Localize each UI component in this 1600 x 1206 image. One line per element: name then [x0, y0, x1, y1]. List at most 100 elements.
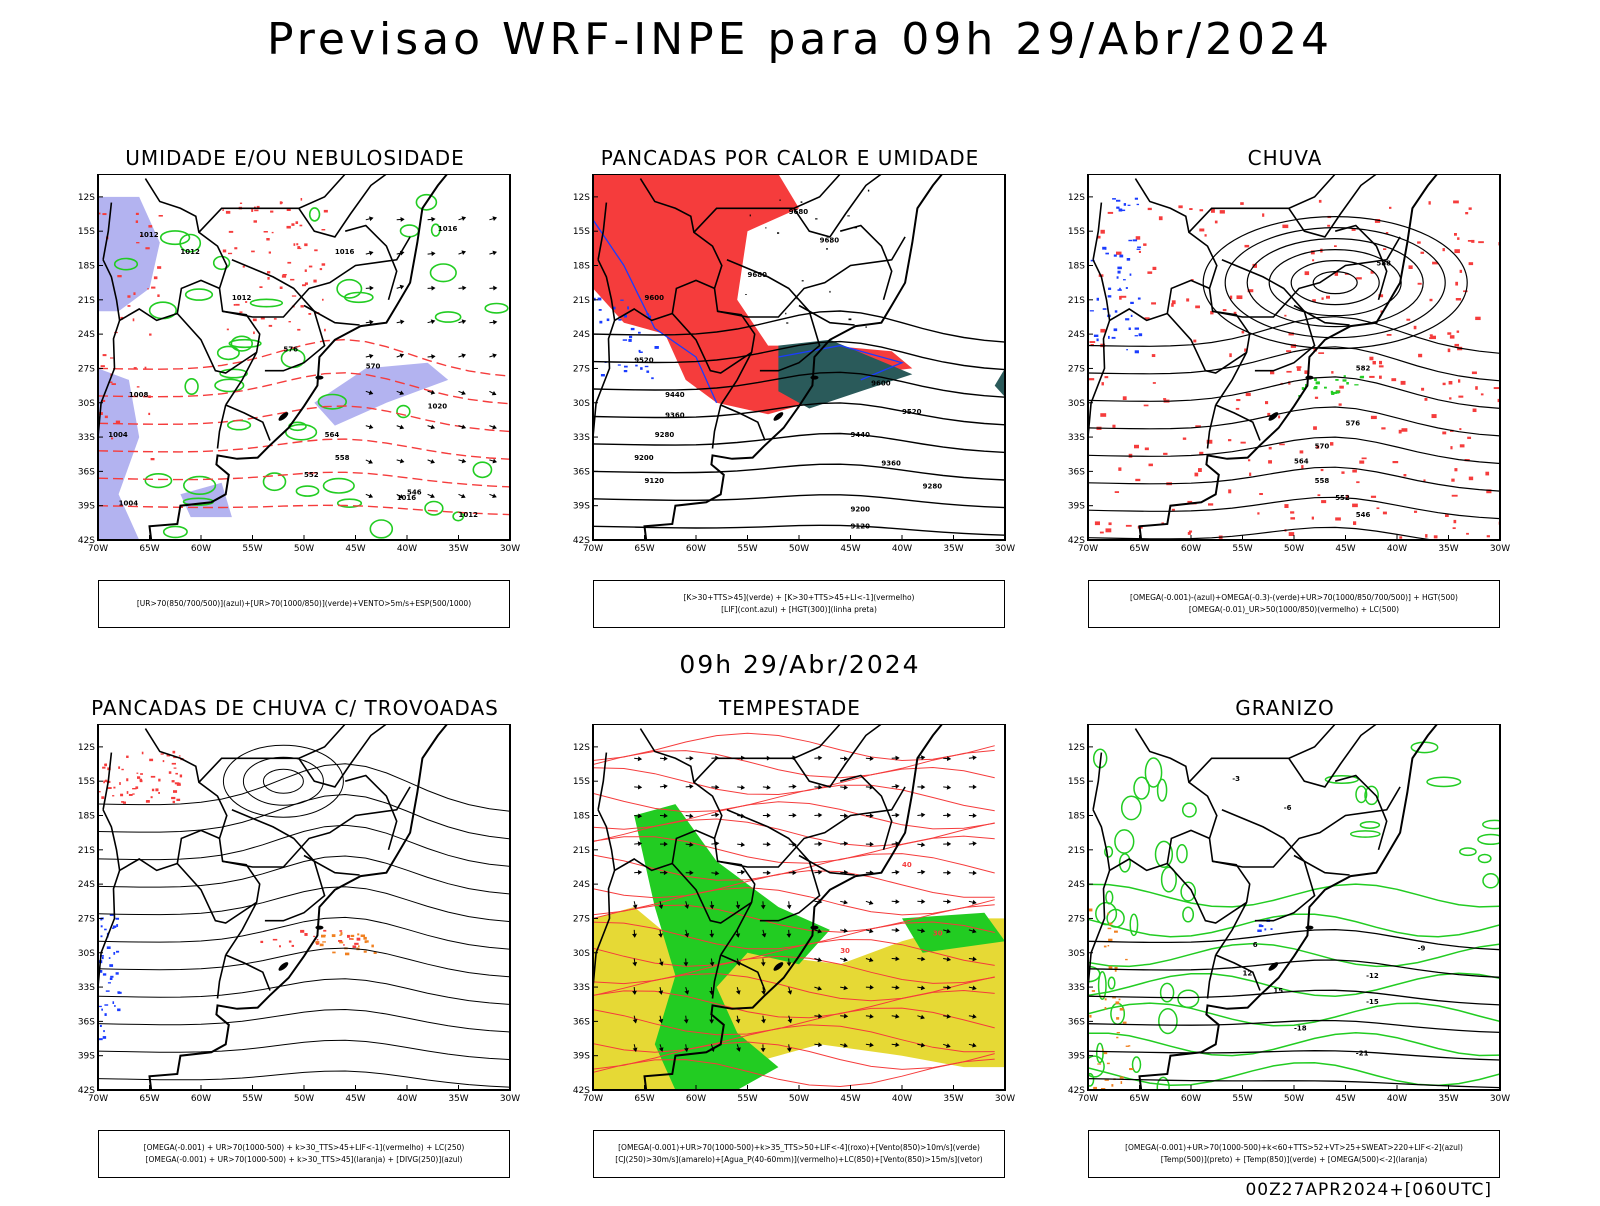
rain-red-cell: [1371, 416, 1377, 419]
humidity-red-cell: [251, 251, 255, 253]
contour-label: 588: [1376, 260, 1391, 268]
humidity-red-cell: [136, 242, 139, 243]
border-line: [1189, 174, 1335, 232]
storm-red-cell: [169, 771, 172, 774]
rain-red-cell: [1401, 381, 1406, 385]
hgt500-ring: [1225, 228, 1445, 338]
wind-vector-head: [462, 426, 465, 429]
rain-red-cell: [1457, 237, 1459, 240]
rain-blue-cell: [1126, 349, 1128, 350]
rain-blue-cell: [1115, 310, 1118, 312]
rain-red-cell: [1199, 229, 1204, 232]
legend-pancadas-calor: [K>30+TTS>45](verde) + [K>30+TTS>45+LI<-…: [593, 580, 1005, 628]
omega-orange-cell: [1129, 1068, 1133, 1070]
humidity-red-cell: [274, 318, 277, 320]
storm-red-cell: [140, 773, 143, 775]
storm-red-cell: [300, 930, 304, 933]
wind-vector-head: [948, 814, 951, 817]
storm-red-cell: [101, 796, 104, 799]
rain-red-cell: [1159, 216, 1163, 220]
terrain-contours-cell: [815, 218, 817, 219]
lat-label: 15S: [573, 777, 590, 787]
wind-vector-head: [896, 814, 899, 817]
lon-label: 35W: [448, 1094, 468, 1104]
hgt300-line: [593, 525, 1005, 535]
streamlines: [98, 764, 510, 1134]
wind-vector-head: [948, 842, 951, 845]
rain-red-cell: [1215, 221, 1218, 224]
humidity-red-cell: [128, 305, 131, 307]
storm-red-cell: [102, 767, 105, 769]
border-line: [598, 753, 606, 810]
green-contour: [473, 462, 491, 477]
rain-red-cell: [1265, 401, 1268, 404]
rain-red-cell: [1126, 525, 1132, 527]
border-line: [1093, 260, 1110, 321]
wind-vector-head: [462, 217, 465, 220]
wind-vector-head: [788, 906, 791, 909]
humidity-red-cell: [229, 231, 233, 233]
rain-red-cell: [1228, 489, 1231, 493]
rain-red-cell: [1172, 509, 1175, 511]
rain-green-cell: [1344, 375, 1346, 377]
rain-blue-cell: [1112, 198, 1116, 200]
temp850-topo: [1181, 882, 1195, 901]
rain-red-cell: [1100, 532, 1104, 534]
terrain-contours-cell: [785, 313, 786, 315]
rain-red-cell: [1315, 397, 1318, 399]
wind-vector-head: [793, 785, 796, 788]
humidity-red-cell: [267, 271, 270, 273]
border-line: [1167, 280, 1246, 373]
wind-vector-head: [973, 842, 976, 845]
temp850-topo: [1411, 742, 1437, 752]
lat-label: 18S: [1068, 812, 1085, 822]
wind-vector-head: [432, 252, 435, 255]
rain-red-cell: [1300, 450, 1304, 453]
wind-vector-head: [664, 785, 667, 788]
lat-label: 36S: [1068, 1017, 1085, 1027]
humidity-red-cell: [101, 365, 105, 367]
storm-red-cell: [317, 939, 319, 940]
contour-label: 1016: [335, 248, 355, 256]
contour-label: 576: [1346, 420, 1361, 428]
lat-label: 30S: [1068, 399, 1085, 409]
divg-blue-cell: [106, 990, 110, 991]
map-frame: [1088, 174, 1500, 540]
wind-vector-head: [716, 786, 719, 789]
lif-blue-cell: [598, 298, 602, 301]
rain-green-cell: [1360, 376, 1364, 378]
rain-red-cell: [1404, 474, 1407, 476]
rain-blue-cell: [1116, 200, 1120, 202]
rain-red-cell: [1100, 413, 1106, 417]
storm-red-cell: [112, 795, 114, 796]
wind-vector-head: [431, 495, 434, 498]
lon-label: 70W: [1078, 544, 1098, 554]
rain-red-cell: [1327, 225, 1330, 227]
rain-red-cell: [1262, 213, 1264, 216]
panel-title: UMIDADE E/OU NEBULOSIDADE: [60, 146, 530, 170]
rain-red-cell: [1286, 371, 1291, 373]
contour-label: 1016: [438, 225, 458, 233]
divg-blue-cell: [100, 1025, 102, 1027]
contour-label: 9200: [851, 505, 871, 513]
humidity-red-cell: [226, 211, 230, 214]
contour-label: 9600: [871, 380, 891, 388]
storm-red-cell: [140, 779, 142, 781]
humidity-red-cell: [287, 226, 291, 229]
storm-red-cell: [177, 784, 181, 786]
rain-blue-cell: [1126, 287, 1128, 289]
lat-label: 33S: [573, 433, 590, 443]
contour-label: 9680: [820, 237, 840, 245]
rain-red-cell: [1089, 378, 1095, 380]
rain-red-cell: [1487, 535, 1490, 537]
terrain-contours-cell: [868, 190, 869, 192]
rain-red-cell: [1451, 479, 1454, 482]
humidity-red-cell: [294, 243, 296, 246]
rain-blue-cell: [1135, 328, 1139, 330]
storm-orange-cell: [357, 933, 359, 935]
wind-vector-head: [793, 814, 796, 817]
humidity-red-cell: [228, 253, 232, 254]
lat-label: 27S: [1068, 914, 1085, 924]
lon-label: 55W: [1232, 1094, 1252, 1104]
